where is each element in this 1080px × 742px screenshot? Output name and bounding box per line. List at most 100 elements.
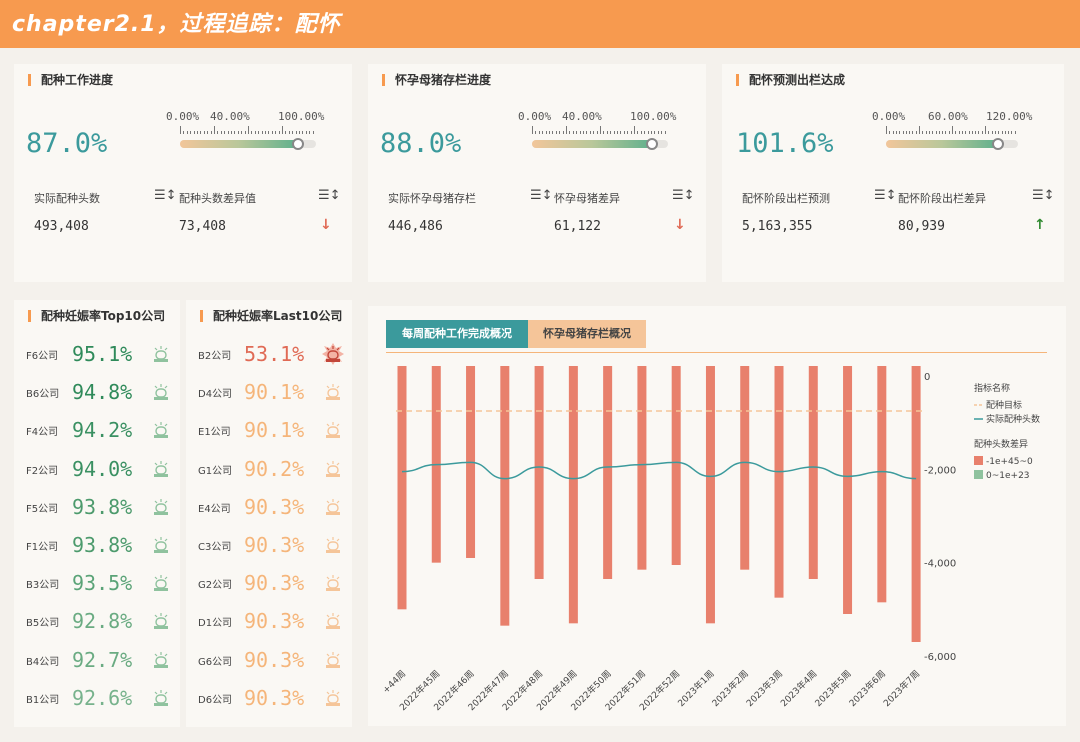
bar bbox=[637, 366, 647, 570]
rank-company-name: F1公司 bbox=[26, 542, 59, 553]
bar bbox=[877, 366, 887, 603]
top10-card: 配种妊娠率Top10公司 F6公司 95.1% B6公司 94.8% F4公司 94.2%… bbox=[14, 300, 180, 727]
legend-bar-title: 配种头数差异 bbox=[974, 438, 1028, 450]
legend-item-actual: 实际配种头数 bbox=[986, 413, 1040, 425]
siren-ray bbox=[164, 385, 168, 389]
siren-dome bbox=[155, 388, 167, 398]
siren-icon bbox=[322, 687, 344, 713]
rank-company-name: C3公司 bbox=[198, 542, 232, 553]
siren-ray bbox=[154, 538, 158, 542]
siren-icon bbox=[322, 649, 344, 675]
siren-ray bbox=[164, 423, 168, 427]
siren-ray bbox=[164, 614, 168, 618]
siren-ray bbox=[336, 423, 340, 427]
tab-weekly-breeding[interactable]: 每周配种工作完成概况 bbox=[386, 320, 528, 348]
siren-icon bbox=[150, 534, 172, 560]
sort-icon[interactable]: ☰↕ bbox=[672, 188, 695, 203]
sort-icon[interactable]: ☰↕ bbox=[874, 188, 897, 203]
siren-ray bbox=[326, 538, 330, 542]
last10-card: 配种妊娠率Last10公司 B2公司 53.1% D4公司 90.1% E1公司 90.1… bbox=[186, 300, 352, 727]
kpi-card-title: 怀孕母猪存栏进度 bbox=[382, 74, 491, 86]
rank-company-name: B2公司 bbox=[198, 351, 232, 362]
siren-icon bbox=[150, 381, 172, 407]
siren-ray bbox=[154, 462, 158, 466]
header-bar: chapter2.1，过程追踪：配怀 bbox=[0, 0, 1080, 48]
siren-base bbox=[154, 473, 168, 477]
rank-rate-value: 53.1% bbox=[244, 342, 305, 366]
siren-base bbox=[326, 435, 340, 439]
siren-dome bbox=[155, 579, 167, 589]
metric1-value: 493,408 bbox=[34, 219, 89, 234]
siren-base bbox=[326, 397, 340, 401]
siren-base bbox=[326, 359, 340, 362]
siren-icon bbox=[150, 572, 172, 598]
kpi-card-breeding-progress: 配种工作进度 87.0% 0.00% 40.00% 100.00% 实际配种头数… bbox=[14, 64, 352, 282]
progress-fill bbox=[180, 140, 299, 148]
siren-dome bbox=[327, 464, 339, 475]
siren-base bbox=[154, 397, 168, 401]
siren-ray bbox=[326, 385, 330, 389]
siren-ray bbox=[164, 347, 168, 351]
y-tick-label: -2,000 bbox=[924, 465, 956, 476]
siren-dome bbox=[327, 694, 339, 704]
progress-knob[interactable] bbox=[645, 138, 658, 150]
rank-rate-value: 94.8% bbox=[72, 380, 133, 405]
y-tick-label: -6,000 bbox=[924, 652, 956, 663]
siren-icon bbox=[150, 458, 172, 484]
rank-company-name: G2公司 bbox=[198, 580, 233, 592]
rank-company-name: D4公司 bbox=[198, 389, 233, 401]
tab-pregnant-sow[interactable]: 怀孕母猪存栏概况 bbox=[528, 320, 646, 348]
siren-base bbox=[326, 550, 340, 553]
siren-dome bbox=[155, 655, 167, 666]
siren-ray bbox=[336, 614, 340, 618]
progress-fill bbox=[532, 140, 652, 148]
siren-dome bbox=[155, 617, 167, 628]
siren-dome bbox=[155, 464, 167, 475]
siren-ray bbox=[164, 462, 168, 466]
bar bbox=[500, 366, 510, 626]
sort-icon[interactable]: ☰↕ bbox=[1032, 188, 1055, 203]
progress-tick-mid: 60.00% bbox=[928, 110, 968, 123]
top10-title: 配种妊娠率Top10公司 bbox=[28, 310, 165, 322]
trend-arrow-icon: ↓ bbox=[674, 217, 686, 233]
siren-base bbox=[154, 511, 168, 515]
rank-rate-value: 90.3% bbox=[244, 533, 305, 557]
progress-fill bbox=[886, 140, 998, 148]
sort-icon[interactable]: ☰↕ bbox=[318, 188, 341, 203]
progress-ruler bbox=[886, 126, 1016, 134]
siren-ray bbox=[336, 385, 340, 389]
siren-dome bbox=[155, 503, 167, 513]
rank-rate-value: 94.2% bbox=[72, 418, 133, 443]
siren-base bbox=[154, 664, 168, 668]
progress-knob[interactable] bbox=[991, 138, 1004, 150]
siren-ray bbox=[326, 653, 330, 657]
rank-company-name: B5公司 bbox=[26, 618, 60, 630]
trend-arrow-icon: ↓ bbox=[320, 217, 332, 233]
siren-ray bbox=[154, 614, 158, 618]
sort-icon[interactable]: ☰↕ bbox=[530, 188, 553, 203]
progress-track bbox=[180, 138, 316, 150]
siren-ray bbox=[336, 538, 340, 542]
legend-swatch-negative bbox=[974, 456, 983, 465]
bar bbox=[671, 366, 681, 565]
siren-base bbox=[326, 626, 340, 630]
rank-rate-value: 90.1% bbox=[244, 418, 305, 443]
sort-icon[interactable]: ☰↕ bbox=[154, 188, 177, 203]
x-tick-label: 2023年7周 bbox=[881, 668, 922, 709]
legend-line-title: 指标名称 bbox=[974, 382, 1010, 394]
progress-knob[interactable] bbox=[292, 138, 305, 150]
siren-dome bbox=[155, 350, 167, 360]
siren-ray bbox=[164, 691, 168, 695]
siren-base bbox=[326, 511, 340, 515]
y-tick-label: 0 bbox=[924, 372, 930, 383]
series-line-actual bbox=[401, 461, 917, 480]
progress-tick-min: 0.00% bbox=[872, 110, 906, 123]
siren-base bbox=[326, 702, 340, 706]
rank-rate-value: 92.6% bbox=[72, 685, 133, 710]
kpi-value: 88.0% bbox=[380, 128, 462, 159]
siren-icon bbox=[322, 610, 344, 636]
legend-item-target: 配种目标 bbox=[986, 399, 1022, 411]
rank-rate-value: 90.3% bbox=[244, 685, 305, 710]
rank-company-name: F4公司 bbox=[26, 427, 59, 439]
rank-company-name: B4公司 bbox=[26, 656, 60, 668]
